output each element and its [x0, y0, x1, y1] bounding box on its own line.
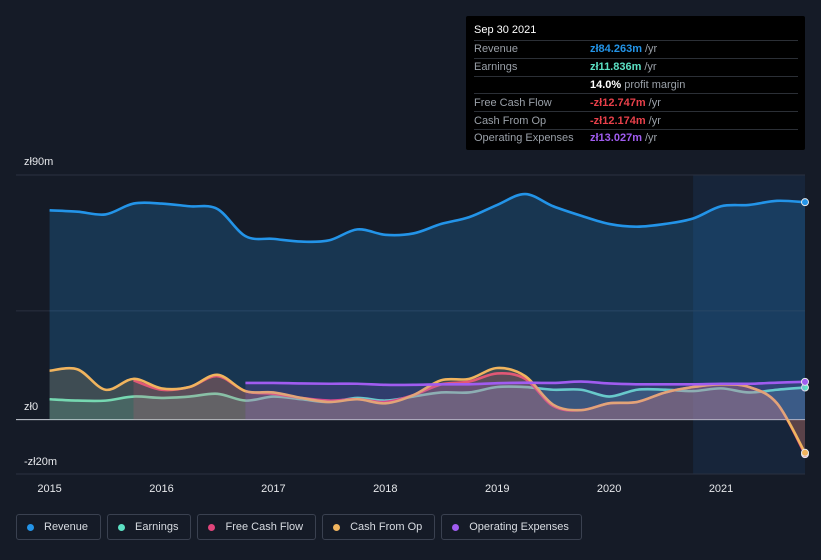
y-tick-label-bottom: -zł20m — [24, 456, 58, 468]
tooltip-row-unit: /yr — [644, 61, 657, 74]
legend-item-cash-from-op[interactable]: Cash From Op — [322, 514, 436, 540]
legend-item-revenue[interactable]: Revenue — [16, 514, 102, 540]
tooltip-row-cash-from-op: Cash From Op -zł12.174m/yr — [474, 111, 798, 129]
earnings-area — [49, 386, 806, 420]
x-tick-label-2021: 2021 — [709, 483, 733, 495]
cash-from-op-line — [49, 366, 807, 454]
legend-dot-icon — [452, 523, 460, 531]
legend-dot-icon — [208, 523, 216, 531]
revenue-line — [49, 192, 806, 244]
legend-label: Free Cash Flow — [225, 521, 304, 533]
legend: Revenue Earnings Free Cash Flow Cash From O… — [16, 514, 582, 540]
legend-item-earnings[interactable]: Earnings — [107, 514, 192, 540]
legend-label: Earnings — [135, 521, 179, 533]
tooltip-row-unit: profit margin — [624, 78, 686, 91]
y-tick-label-zero: zł0 — [24, 401, 39, 413]
legend-item-free-cash-flow[interactable]: Free Cash Flow — [197, 514, 317, 540]
revenue-area — [49, 194, 806, 420]
tooltip-row-label: Free Cash Flow — [474, 96, 552, 109]
tooltip-row-unit: /yr — [644, 43, 658, 56]
legend-label: Cash From Op — [350, 521, 423, 533]
revenue-end-point — [801, 198, 809, 207]
x-tick-label-2016: 2016 — [149, 483, 173, 495]
tooltip-row-free-cash-flow: Free Cash Flow -zł12.747m/yr — [474, 93, 798, 111]
operating-expenses-area — [245, 381, 805, 420]
tooltip-row-unit: /yr — [644, 132, 658, 145]
tooltip-row-revenue: Revenue zł84.263m/yr — [474, 40, 798, 58]
legend-label: Operating Expenses — [469, 521, 569, 533]
tooltip-row-label: Earnings — [474, 61, 518, 74]
tooltip-row-value: zł84.263m — [590, 43, 642, 56]
tooltip-panel: Sep 30 2021 Revenue zł84.263m/yr Earnings z… — [466, 16, 805, 150]
legend-dot-icon — [118, 523, 126, 531]
free-cash-flow-area — [133, 373, 806, 455]
x-tick-label-2019: 2019 — [485, 483, 509, 495]
tooltip-row-value: -zł12.747m — [590, 96, 646, 109]
operating-expenses-line — [245, 380, 806, 387]
chart-canvas: 2015 2016 2017 2018 2019 2020 2021 — [16, 174, 809, 495]
tooltip-row-value: 14.0% — [590, 78, 622, 91]
x-tick-label-2018: 2018 — [373, 483, 397, 495]
x-tick-label-2015: 2015 — [37, 483, 61, 495]
highlight-band — [693, 175, 805, 474]
x-tick-label-2017: 2017 — [261, 483, 285, 495]
tooltip-row-profit-margin: 14.0% profit margin — [474, 75, 798, 94]
operating-expenses-end-point — [801, 377, 809, 386]
tooltip-row-unit: /yr — [648, 96, 661, 109]
legend-dot-icon — [333, 523, 341, 531]
y-tick-label-top: zł90m — [24, 156, 54, 168]
cash-from-op-area — [49, 367, 806, 453]
tooltip-row-label: Cash From Op — [474, 114, 547, 127]
cash-from-op-end-point — [801, 448, 809, 457]
tooltip-row-unit: /yr — [648, 114, 661, 127]
legend-label: Revenue — [44, 521, 89, 533]
legend-item-operating-expenses[interactable]: Operating Expenses — [441, 514, 582, 540]
tooltip-row-value: -zł12.174m — [590, 114, 646, 127]
tooltip-row-operating-expenses: Operating Expenses zł13.027m/yr — [474, 128, 798, 147]
tooltip-row-value: zł13.027m — [590, 132, 642, 145]
x-tick-label-2020: 2020 — [597, 483, 621, 495]
tooltip-row-label: Revenue — [474, 43, 519, 56]
tooltip-row-value: zł11.836m — [590, 61, 642, 74]
tooltip-row-label: Operating Expenses — [474, 132, 574, 145]
tooltip-date: Sep 30 2021 — [474, 24, 537, 36]
tooltip-row-earnings: Earnings zł11.836m/yr — [474, 57, 798, 76]
legend-dot-icon — [27, 523, 34, 531]
